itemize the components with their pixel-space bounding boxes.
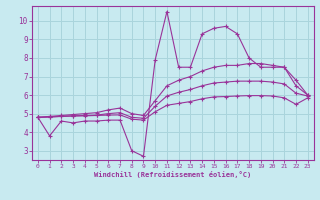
X-axis label: Windchill (Refroidissement éolien,°C): Windchill (Refroidissement éolien,°C) (94, 171, 252, 178)
